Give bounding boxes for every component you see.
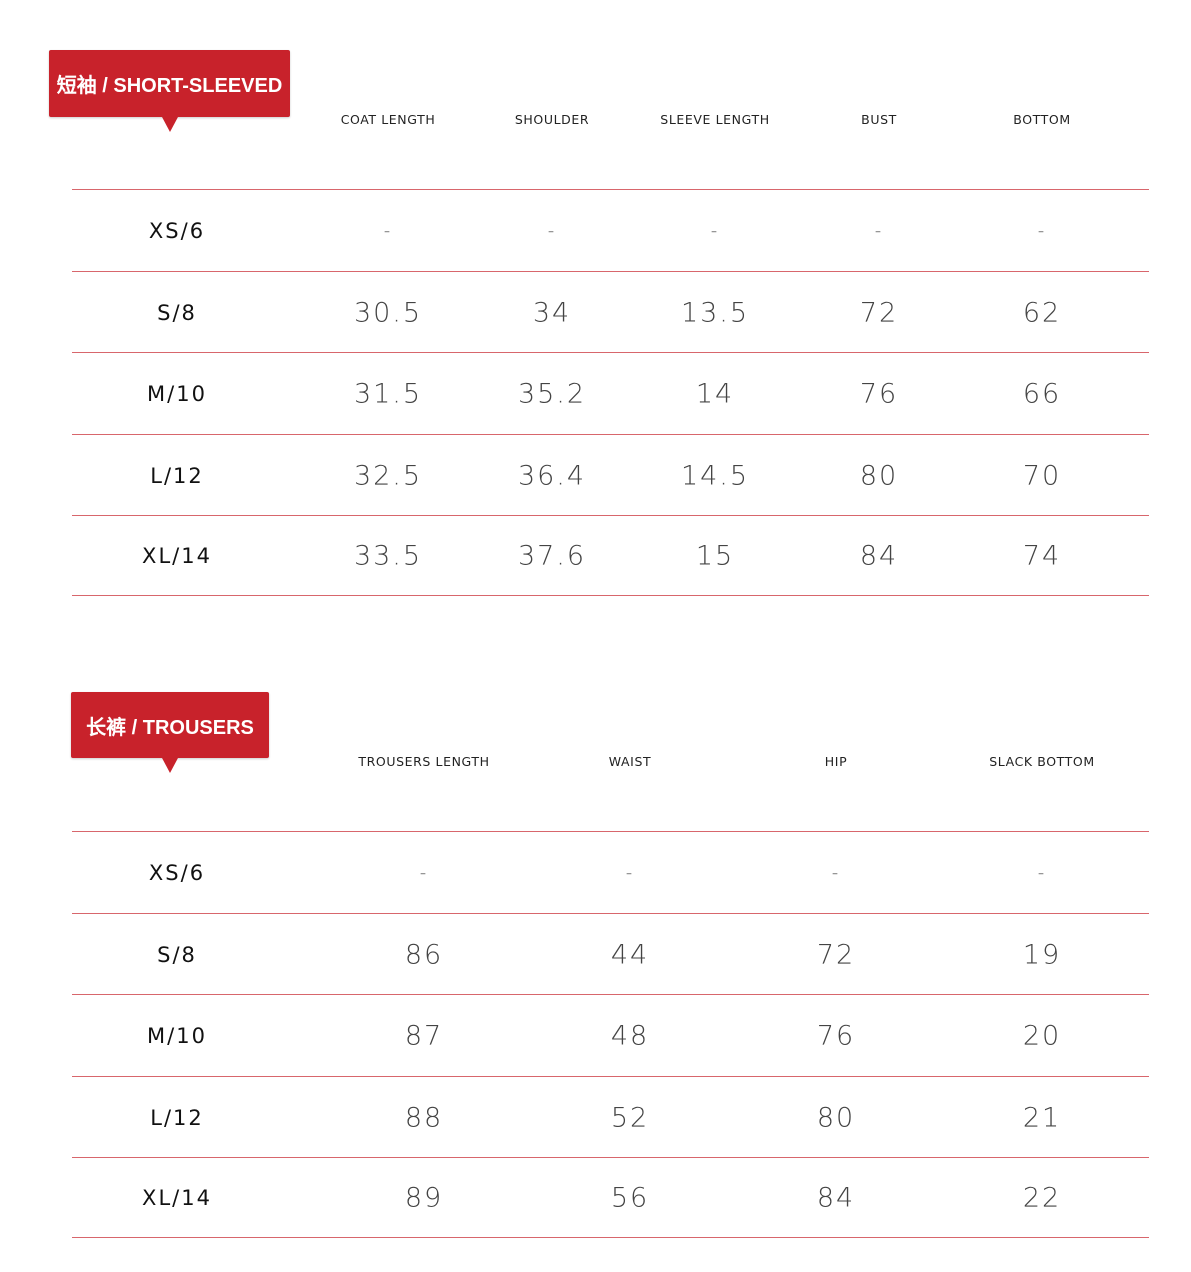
- measurement-cell: 52: [610, 1102, 650, 1133]
- column-header: TROUSERS LENGTH: [358, 754, 490, 769]
- measurement-cell: 34: [532, 297, 572, 328]
- row-divider: [72, 831, 1149, 832]
- column-header: SLEEVE LENGTH: [660, 112, 770, 127]
- measurement-cell: 56: [610, 1182, 650, 1214]
- measurement-cell: -: [1037, 220, 1047, 242]
- measurement-cell: 32.5: [353, 460, 423, 491]
- measurement-cell: 33.5: [353, 540, 423, 572]
- row-divider: [72, 913, 1149, 914]
- trousers-table: 长裤 / TROUSERS TROUSERS LENGTH WAIST HIP SLAC…: [0, 642, 1191, 1242]
- measurement-cell: 19: [1022, 939, 1062, 970]
- measurement-cell: 35.2: [517, 378, 587, 410]
- measurement-cell: 89: [404, 1182, 444, 1214]
- measurement-cell: 15: [695, 540, 735, 572]
- measurement-cell: 31.5: [353, 378, 423, 410]
- measurement-cell: 13.5: [680, 297, 750, 328]
- size-label: XL/14: [142, 1186, 212, 1210]
- measurement-cell: -: [831, 862, 841, 884]
- measurement-cell: 36.4: [517, 460, 587, 491]
- row-divider: [72, 434, 1149, 435]
- size-label: L/12: [150, 463, 204, 488]
- size-label: M/10: [147, 382, 207, 406]
- row-divider: [72, 1076, 1149, 1077]
- table-title-badge: 长裤 / TROUSERS: [71, 692, 269, 773]
- measurement-cell: -: [547, 220, 557, 242]
- size-label: S/8: [157, 300, 197, 325]
- measurement-cell: -: [625, 862, 635, 884]
- measurement-cell: 84: [859, 540, 899, 572]
- measurement-cell: -: [419, 862, 429, 884]
- table-title-badge: 短袖 / SHORT-SLEEVED: [49, 50, 290, 132]
- size-label: M/10: [147, 1024, 207, 1048]
- measurement-cell: 66: [1022, 378, 1062, 410]
- column-header: SLACK BOTTOM: [989, 754, 1095, 769]
- row-divider: [72, 595, 1149, 596]
- measurement-cell: 72: [816, 939, 856, 970]
- measurement-cell: 80: [816, 1102, 856, 1133]
- row-divider: [72, 994, 1149, 995]
- measurement-cell: 76: [816, 1020, 856, 1052]
- measurement-cell: -: [1037, 862, 1047, 884]
- measurement-cell: 22: [1022, 1182, 1062, 1214]
- measurement-cell: 48: [610, 1020, 650, 1052]
- measurement-cell: 87: [404, 1020, 444, 1052]
- size-label: XL/14: [142, 544, 212, 568]
- size-label: S/8: [157, 942, 197, 967]
- row-divider: [72, 271, 1149, 272]
- measurement-cell: 76: [859, 378, 899, 410]
- measurement-cell: 70: [1022, 460, 1062, 491]
- measurement-cell: -: [874, 220, 884, 242]
- measurement-cell: 44: [610, 939, 650, 970]
- measurement-cell: 37.6: [517, 540, 587, 572]
- measurement-cell: 30.5: [353, 297, 423, 328]
- size-label: L/12: [150, 1105, 204, 1130]
- measurement-cell: -: [383, 220, 393, 242]
- column-header: WAIST: [608, 754, 652, 769]
- measurement-cell: 14: [695, 378, 735, 410]
- row-divider: [72, 352, 1149, 353]
- measurement-cell: 14.5: [680, 460, 750, 491]
- measurement-cell: 72: [859, 297, 899, 328]
- row-divider: [72, 1157, 1149, 1158]
- row-divider: [72, 189, 1149, 190]
- row-divider: [72, 515, 1149, 516]
- measurement-cell: 62: [1022, 297, 1062, 328]
- column-header: BUST: [861, 112, 897, 127]
- measurement-cell: 84: [816, 1182, 856, 1214]
- row-divider: [72, 1237, 1149, 1238]
- measurement-cell: 74: [1022, 540, 1062, 572]
- short-sleeved-table: 短袖 / SHORT-SLEEVED COAT LENGTH SHOULDER SLE…: [0, 0, 1191, 600]
- measurement-cell: 80: [859, 460, 899, 491]
- measurement-cell: 21: [1022, 1102, 1062, 1133]
- measurement-cell: -: [710, 220, 720, 242]
- column-header: BOTTOM: [1013, 112, 1071, 127]
- size-label: XS/6: [148, 861, 206, 885]
- column-header: HIP: [824, 754, 848, 769]
- measurement-cell: 20: [1022, 1020, 1062, 1052]
- size-label: XS/6: [148, 219, 206, 243]
- column-header: SHOULDER: [514, 112, 590, 127]
- column-header: COAT LENGTH: [340, 112, 436, 127]
- measurement-cell: 88: [404, 1102, 444, 1133]
- measurement-cell: 86: [404, 939, 444, 970]
